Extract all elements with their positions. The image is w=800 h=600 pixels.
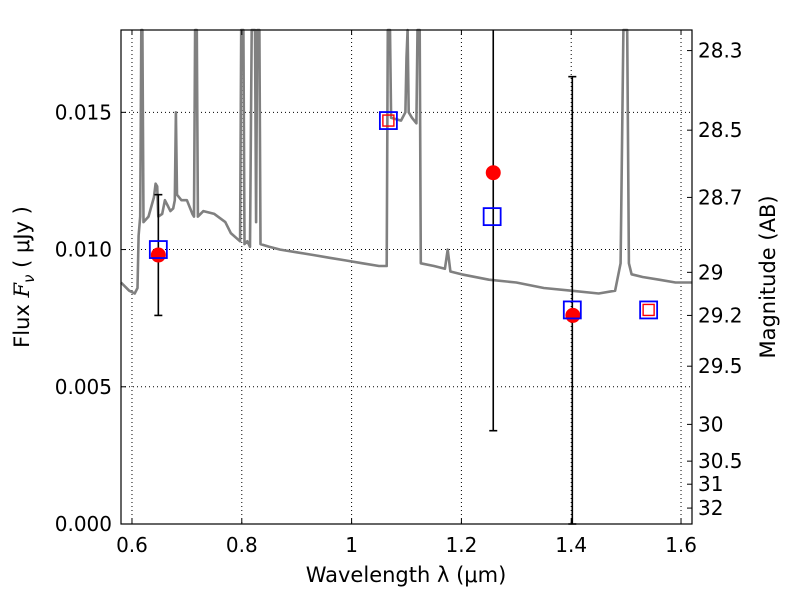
y-axis-title-symbol: F: [10, 282, 34, 299]
y2-tick-label: 28.7: [698, 185, 743, 209]
marker-layer: [148, 111, 659, 323]
model-photometry-small-square: [382, 114, 395, 127]
y-tick-label: 0.010: [55, 238, 112, 262]
y-axis-title: Flux Fν ( μJy ): [10, 206, 38, 348]
plot-frame: [120, 29, 693, 525]
y2-tick-label: 29: [698, 260, 723, 284]
model-photometry-square: [482, 207, 502, 227]
y2-tick-label: 29.2: [698, 303, 743, 327]
model-photometry-square: [639, 300, 659, 320]
model-sed-line: [120, 28, 692, 295]
y-axis-title-prefix: Flux: [10, 298, 34, 348]
y-tick-labels: 0.000 0.005 0.010 0.015: [55, 100, 112, 536]
x-tick-labels: 0.6 0.8 1 1.2 1.4 1.6: [116, 533, 697, 557]
y-axis-title-subscript: ν: [20, 275, 38, 283]
observed-flux-point: [565, 307, 581, 323]
x-tick-label: 0.6: [116, 533, 148, 557]
y2-tick-label: 29.5: [698, 354, 743, 378]
y2-tick-label: 30.5: [698, 449, 743, 473]
x-tick-label: 1.2: [445, 533, 477, 557]
observed-flux-point: [485, 165, 501, 181]
x-tick-label: 1.6: [665, 533, 697, 557]
tick-marks: [121, 30, 692, 525]
y-axis-title-unit: ( μJy ): [10, 206, 34, 274]
x-tick-label: 0.8: [226, 533, 258, 557]
model-photometry-square: [562, 300, 582, 320]
y2-axis-title: Magnitude (AB): [756, 195, 780, 358]
y2-tick-label: 28.3: [698, 39, 743, 63]
y2-tick-label: 30: [698, 412, 723, 436]
y2-tick-label: 31: [698, 472, 723, 496]
model-photometry-square: [378, 111, 398, 130]
y2-tick-label: 32: [698, 496, 723, 520]
model-photometry-small-square: [642, 303, 655, 317]
observed-flux-point: [150, 247, 166, 263]
model-photometry-square: [148, 240, 168, 259]
y-tick-label: 0.000: [55, 512, 112, 536]
x-axis-title: Wavelength λ (μm): [306, 563, 507, 587]
y2-tick-label: 28.5: [698, 118, 743, 142]
x-tick-label: 1: [345, 533, 358, 557]
x-tick-label: 1.4: [555, 533, 587, 557]
y-tick-label: 0.015: [55, 100, 112, 124]
model-sed-layer: [120, 28, 692, 295]
error-bar-layer: [154, 30, 577, 525]
y-tick-label: 0.005: [55, 375, 112, 399]
